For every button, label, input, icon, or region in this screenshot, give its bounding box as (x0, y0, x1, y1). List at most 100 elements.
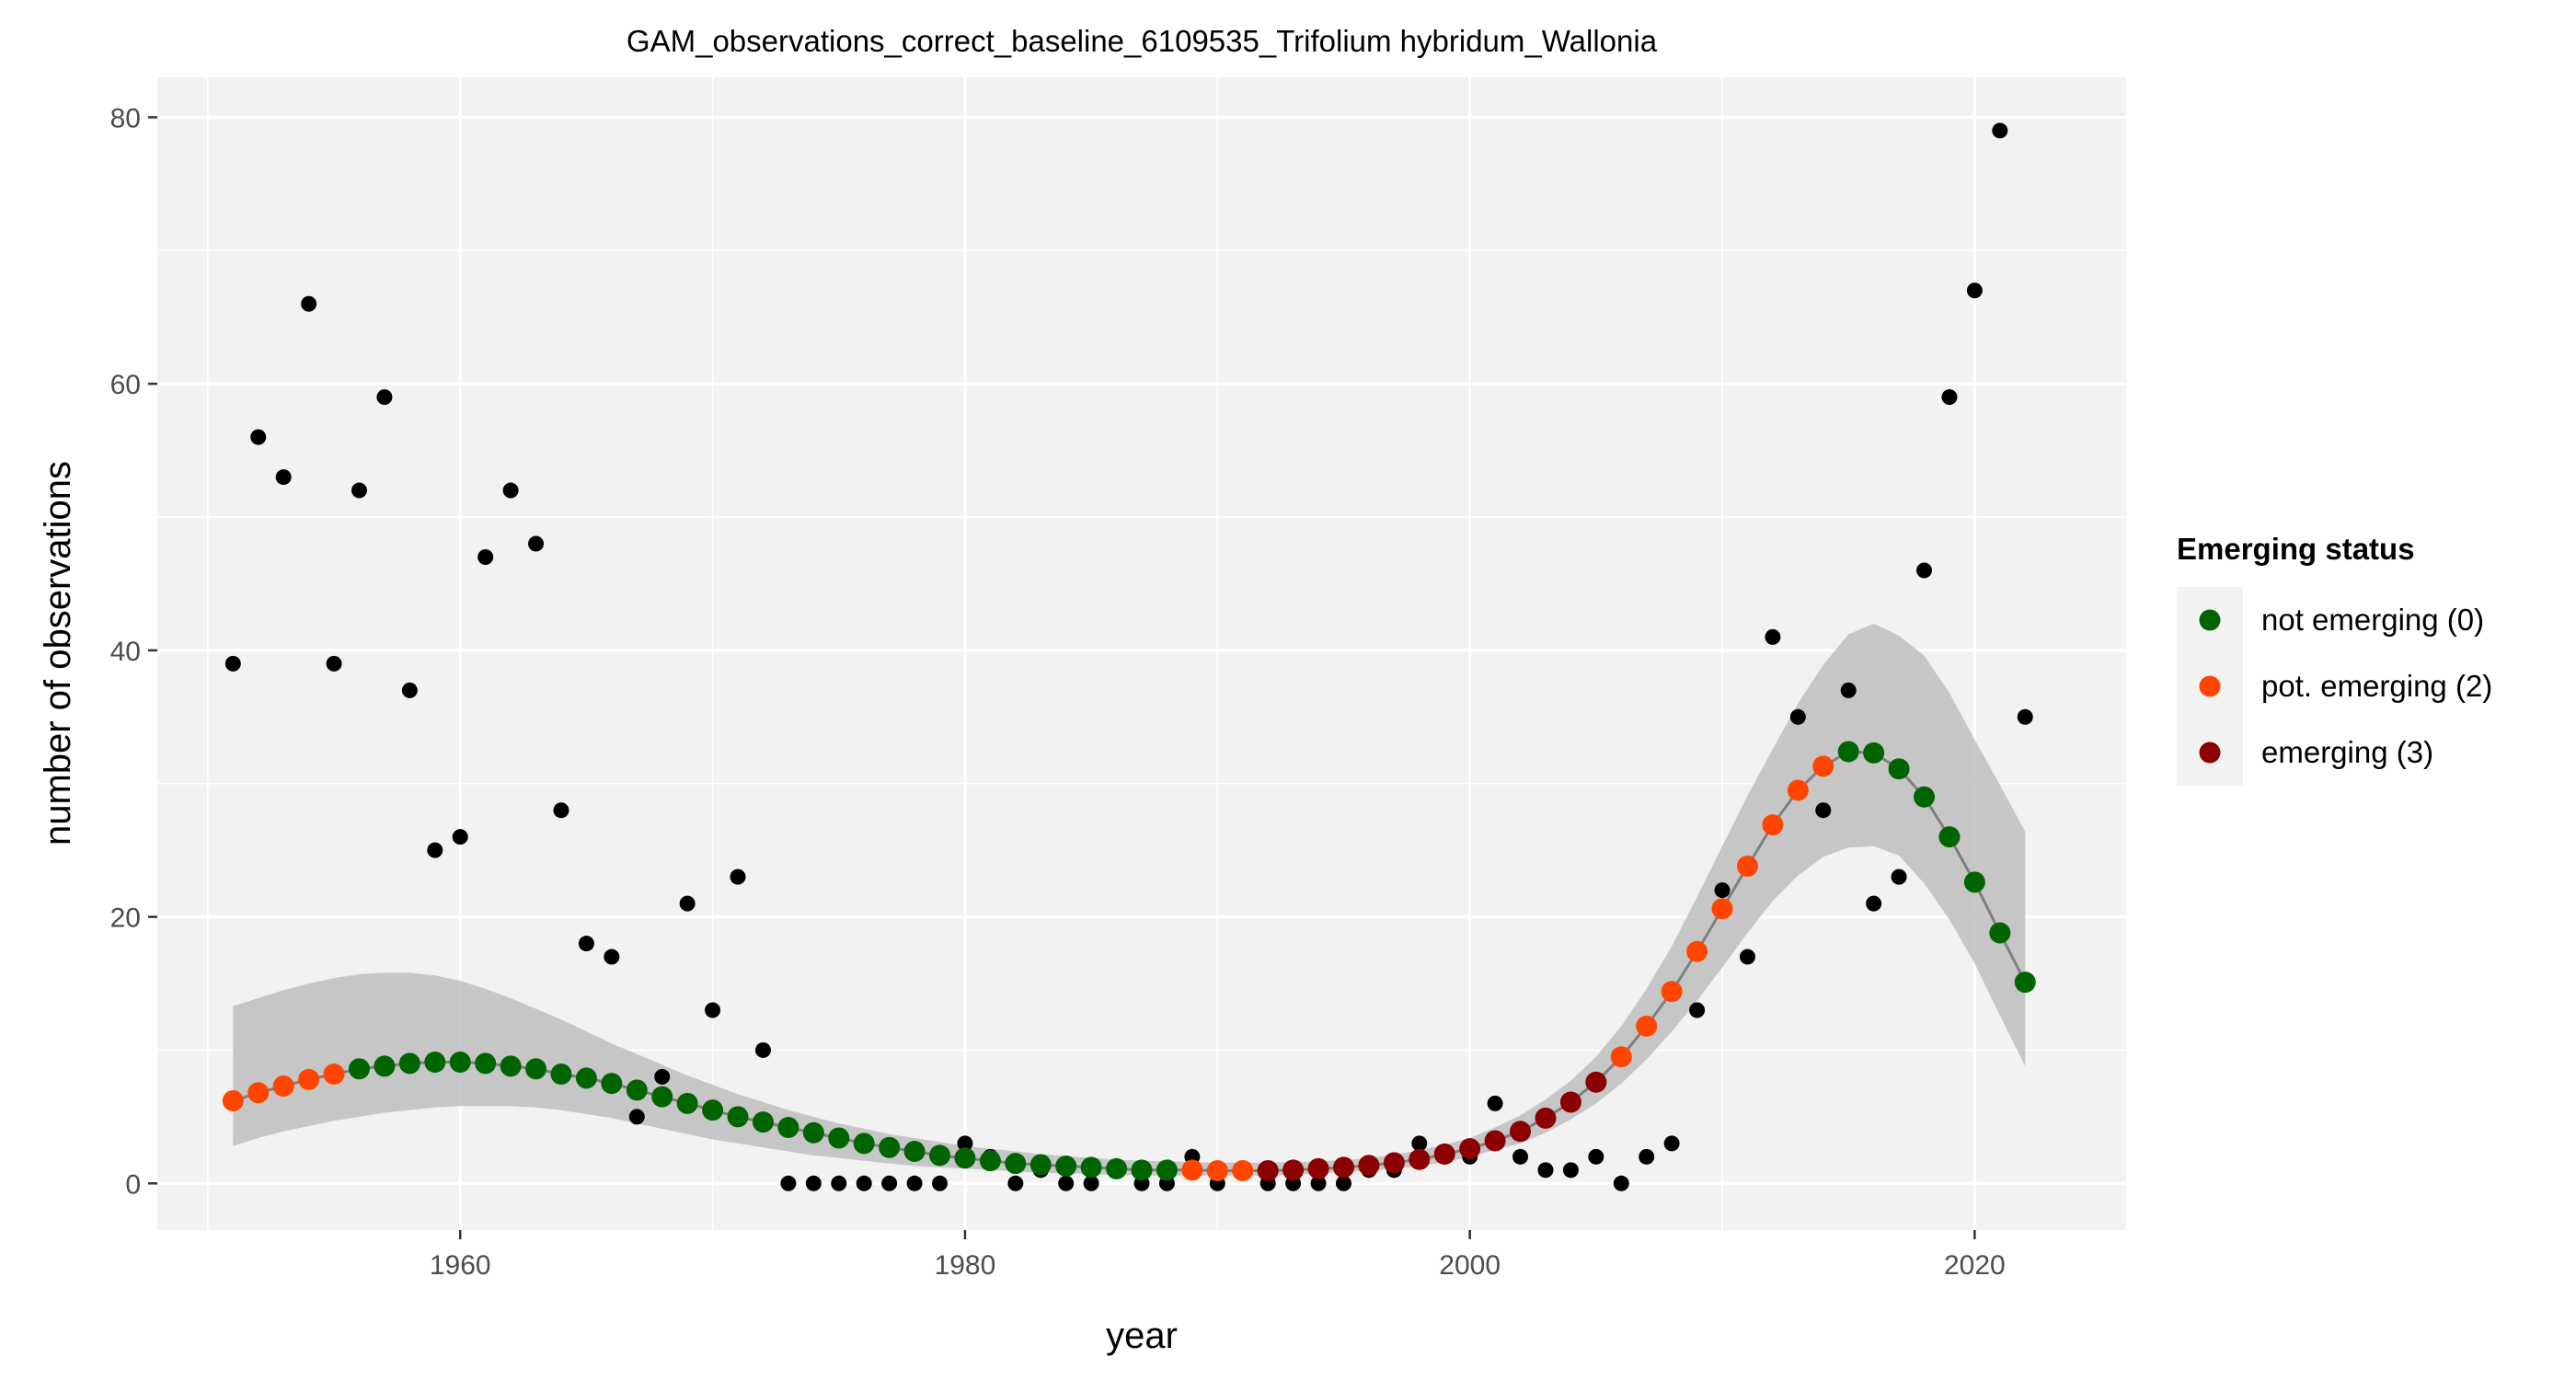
fitted-point (1863, 742, 1885, 764)
fitted-point (1938, 826, 1961, 848)
observed-point (1992, 122, 2008, 139)
fitted-point (651, 1086, 673, 1108)
observed-point (1840, 682, 1857, 698)
fitted-point (1080, 1156, 1102, 1179)
observed-point (275, 469, 292, 486)
fitted-point (247, 1082, 270, 1104)
observed-point (376, 389, 393, 406)
fitted-point (272, 1075, 294, 1098)
observed-point (1689, 1002, 1706, 1018)
ribbon-area (233, 623, 2026, 1176)
chart-title: GAM_observations_correct_baseline_610953… (627, 24, 1658, 58)
fitted-point (1181, 1159, 1203, 1181)
fitted-point (1610, 1046, 1632, 1068)
fitted-point (1459, 1138, 1481, 1160)
fitted-point (1232, 1160, 1254, 1182)
fitted-point (475, 1052, 497, 1075)
legend-key (2199, 609, 2221, 631)
observed-point (427, 842, 443, 858)
observed-point (1487, 1095, 1503, 1111)
fitted-point (1787, 779, 1809, 801)
observed-point (1739, 949, 1755, 965)
confidence-ribbon (233, 623, 2026, 1176)
fitted-point (676, 1092, 698, 1114)
observed-point (250, 429, 267, 445)
observed-point (401, 682, 418, 698)
y-tick-label: 0 (125, 1169, 141, 1200)
fitted-point (1686, 940, 1708, 962)
x-tick-label: 2000 (1439, 1250, 1501, 1281)
fitted-point (752, 1111, 774, 1133)
observed-point (452, 829, 468, 845)
y-axis: 0 20 40 60 80 (110, 103, 157, 1200)
gridlines (157, 77, 2126, 1230)
fitted-point (1029, 1154, 1052, 1176)
observed-point (1663, 1135, 1680, 1152)
y-tick-label: 20 (110, 903, 141, 934)
observed-point (301, 295, 317, 312)
fitted-point (323, 1064, 345, 1086)
observed-point (1891, 868, 1907, 885)
fitted-point (1914, 786, 1936, 808)
y-tick-label: 40 (110, 637, 141, 667)
fitted-point (348, 1058, 370, 1080)
observed-point (2017, 708, 2033, 725)
fitted-point (903, 1141, 926, 1163)
legend-label: emerging (3) (2261, 735, 2433, 769)
observed-point (1866, 895, 1882, 912)
fitted-point (398, 1052, 420, 1075)
fitted-point (929, 1144, 951, 1167)
observed-point (528, 535, 545, 552)
y-axis-title: number of observations (38, 461, 78, 845)
observed-point (502, 482, 519, 499)
observed-point (1941, 389, 1958, 406)
observed-point (1966, 282, 1983, 299)
fitted-point (374, 1055, 396, 1077)
legend-label: pot. emerging (2) (2261, 669, 2492, 703)
observed-point (881, 1175, 898, 1191)
observed-point (856, 1175, 872, 1191)
fitted-point (828, 1127, 850, 1149)
fitted-point (222, 1089, 244, 1111)
y-tick-label: 80 (110, 103, 141, 133)
fitted-point (601, 1073, 623, 1095)
observed-point (1639, 1148, 1655, 1165)
fitted-point (1257, 1160, 1279, 1182)
observed-point (831, 1175, 847, 1191)
fitted-point (979, 1150, 1001, 1172)
observed-point (754, 1041, 771, 1058)
y-tick-label: 60 (110, 370, 141, 400)
observed-point (679, 895, 696, 912)
fitted-point (1711, 898, 1733, 920)
observed-point (224, 655, 241, 672)
observed-point (1613, 1175, 1629, 1191)
observed-point (1789, 708, 1806, 725)
observed-point (906, 1175, 923, 1191)
fitted-point (1383, 1152, 1405, 1174)
legend-key (2199, 742, 2221, 764)
fitted-point (449, 1051, 471, 1073)
fitted-point (1433, 1143, 1455, 1165)
fitted-point (626, 1079, 648, 1101)
fitted-point (1282, 1159, 1305, 1181)
fitted-point (1535, 1107, 1557, 1129)
fitted-point (550, 1064, 572, 1086)
fitted-point (1005, 1153, 1027, 1175)
fitted-point (853, 1133, 875, 1155)
x-axis: 1960 1980 2000 2020 (430, 1230, 2006, 1281)
observed-point (604, 949, 620, 965)
legend-title: Emerging status (2177, 532, 2415, 566)
fitted-point (1055, 1155, 1077, 1177)
observed-point (1714, 882, 1731, 899)
fitted-point (777, 1116, 799, 1138)
observed-point (1083, 1175, 1099, 1191)
observed-point (1058, 1175, 1075, 1191)
fitted-point (424, 1051, 446, 1073)
fitted-point (1888, 758, 1910, 780)
observed-point (932, 1175, 949, 1191)
fitted-point (525, 1058, 547, 1080)
fitted-point (1106, 1157, 1128, 1179)
fitted-point (575, 1067, 597, 1089)
observed-point (578, 936, 594, 952)
x-tick-label: 2020 (1944, 1250, 2006, 1281)
